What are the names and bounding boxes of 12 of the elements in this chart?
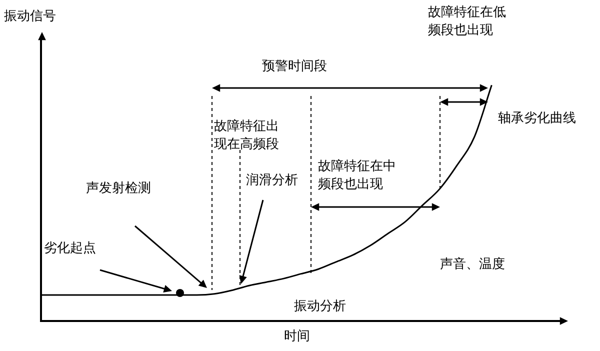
annotation: 声发射检测 — [86, 180, 151, 198]
annotation: 轴承劣化曲线 — [498, 110, 576, 128]
x-axis-title: 时间 — [284, 328, 310, 346]
annotation: 故障特征在中频段也出现 — [318, 158, 397, 194]
annotation: 振动分析 — [294, 298, 346, 316]
annotation: 润滑分析 — [246, 172, 298, 190]
annotation: 劣化起点 — [44, 240, 96, 258]
annotation: 故障特征出现在高频段 — [214, 118, 280, 154]
y-axis-title: 振动信号 — [4, 8, 56, 26]
annotation: 声音、温度 — [440, 256, 505, 274]
text: 故障特征在低频段也出现 — [428, 4, 507, 40]
text: 预警时间段 — [262, 58, 327, 76]
